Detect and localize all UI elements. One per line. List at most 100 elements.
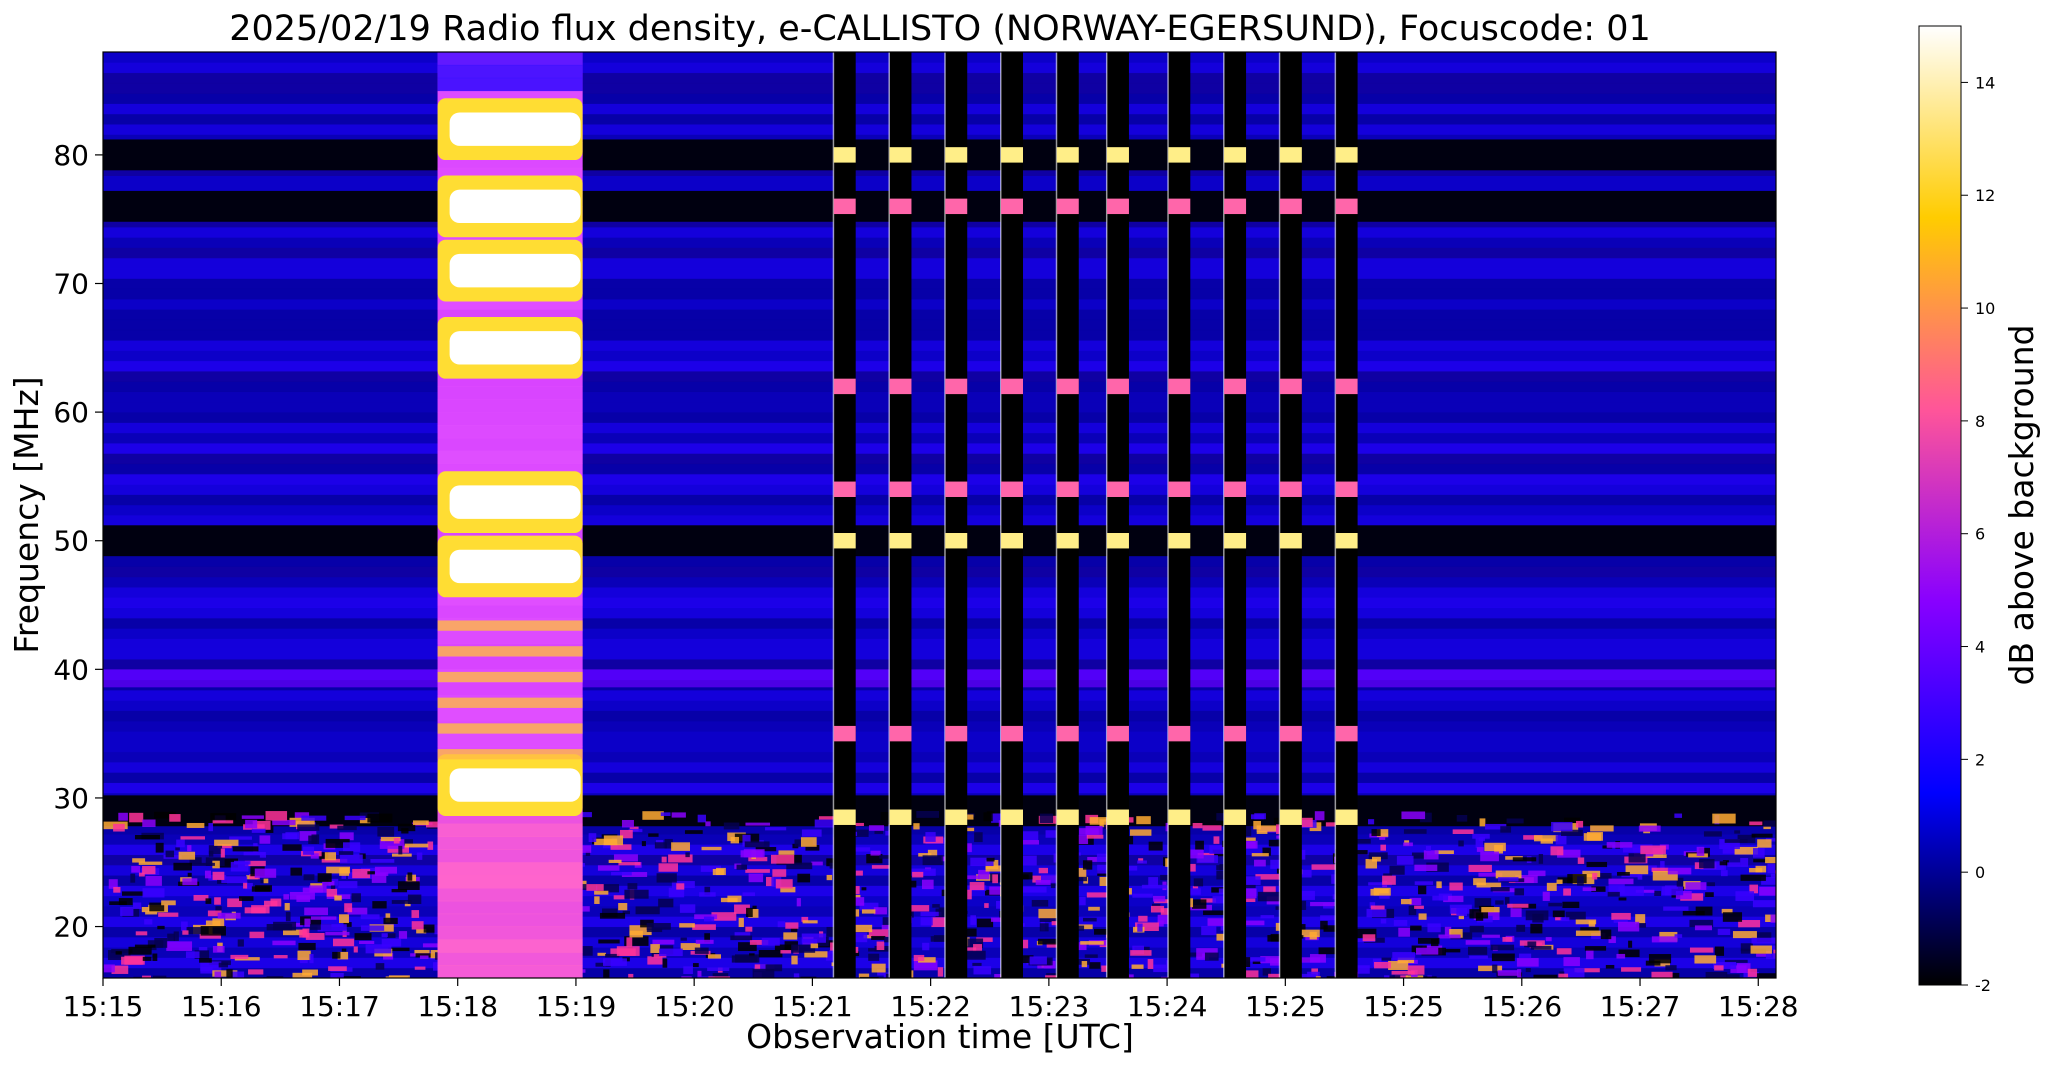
interference-column	[1279, 52, 1302, 978]
interference-band-mark	[1224, 198, 1247, 215]
noise-speckle	[742, 834, 751, 845]
noise-speckle	[1478, 872, 1503, 877]
noise-speckle	[1485, 823, 1507, 830]
noise-speckle	[621, 819, 634, 828]
noise-speckle	[871, 865, 895, 869]
frequency-band-strip	[103, 442, 1776, 454]
noise-speckle	[1414, 905, 1424, 909]
noise-speckle	[387, 845, 409, 853]
noise-speckle	[1137, 860, 1147, 864]
noise-speckle	[1740, 874, 1766, 881]
noise-speckle	[1740, 858, 1749, 867]
noise-speckle	[259, 835, 271, 844]
frequency-band-strip	[103, 864, 1776, 876]
frequency-band-strip	[103, 453, 1776, 465]
noise-speckle	[858, 973, 870, 978]
noise-speckle	[298, 942, 316, 950]
noise-speckle	[401, 828, 409, 834]
interference-band-mark	[1224, 481, 1247, 497]
noise-speckle	[594, 838, 618, 846]
interference-column	[945, 52, 968, 978]
noise-speckle	[1427, 923, 1441, 933]
x-tick-label: 15:17	[299, 990, 380, 1023]
noise-speckle	[873, 907, 887, 915]
noise-speckle	[749, 953, 755, 958]
noise-speckle	[907, 880, 917, 888]
noise-speckle	[1080, 941, 1104, 945]
frequency-band-strip	[103, 278, 1776, 290]
noise-speckle	[922, 855, 943, 866]
noise-speckle	[1381, 957, 1392, 961]
noise-speckle	[1565, 911, 1586, 920]
noise-speckle	[912, 871, 924, 878]
frequency-band-strip	[103, 844, 1776, 856]
noise-speckle	[241, 815, 264, 819]
noise-speckle	[800, 837, 817, 847]
noise-speckle	[1391, 970, 1415, 975]
noise-speckle	[1476, 882, 1502, 888]
noise-speckle	[613, 854, 638, 862]
noise-speckle	[1082, 917, 1097, 922]
noise-speckle	[770, 854, 795, 864]
noise-speckle	[918, 957, 936, 963]
noise-speckle	[695, 939, 714, 944]
noise-speckle	[868, 929, 889, 937]
noise-speckle	[863, 934, 872, 939]
noise-speckle	[121, 891, 144, 896]
noise-speckle	[974, 832, 983, 843]
noise-speckle	[1732, 931, 1757, 939]
noise-speckle	[1131, 964, 1144, 969]
noise-speckle	[310, 853, 319, 859]
noise-speckle	[325, 931, 350, 936]
frequency-band-strip	[103, 741, 1776, 753]
frequency-band-strip	[103, 103, 1776, 115]
noise-speckle	[1724, 959, 1748, 963]
noise-speckle	[1368, 852, 1388, 860]
noise-speckle	[1020, 872, 1033, 880]
noise-speckle	[152, 953, 158, 961]
noise-speckle	[339, 867, 350, 876]
noise-speckle	[1379, 835, 1386, 840]
noise-speckle	[1468, 864, 1492, 873]
noise-speckle	[1037, 938, 1061, 945]
noise-speckle	[391, 853, 412, 857]
burst-core-band	[449, 331, 581, 365]
noise-speckle	[602, 958, 627, 966]
noise-speckle	[627, 883, 638, 890]
noise-speckle	[1311, 864, 1336, 870]
noise-speckle	[401, 839, 414, 846]
noise-speckle	[1651, 971, 1673, 978]
noise-speckle	[411, 910, 420, 918]
noise-speckle	[937, 967, 944, 977]
dark-frequency-band	[103, 525, 1776, 557]
noise-speckle	[1735, 891, 1755, 901]
noise-speckle	[825, 951, 837, 961]
noise-speckle	[701, 846, 722, 851]
noise-speckle	[1353, 965, 1370, 974]
noise-speckle	[629, 925, 652, 936]
noise-speckle	[1592, 873, 1598, 880]
noise-speckle	[319, 852, 329, 860]
noise-speckle	[338, 881, 358, 889]
noise-speckle	[1384, 975, 1393, 978]
noise-speckle	[1502, 936, 1513, 942]
burst-yellow-band	[437, 646, 583, 657]
noise-speckle	[134, 834, 160, 840]
interference-column	[1000, 52, 1023, 978]
noise-speckle	[343, 842, 361, 852]
noise-speckle	[697, 976, 715, 978]
noise-speckle	[130, 873, 136, 883]
noise-speckle	[774, 944, 793, 951]
noise-speckle	[797, 873, 811, 883]
interference-column-edge	[1167, 52, 1169, 978]
noise-speckle	[1401, 811, 1426, 820]
noise-speckle	[1039, 923, 1049, 932]
noise-speckle	[1295, 817, 1313, 828]
frequency-band-strip	[103, 113, 1776, 125]
noise-speckle	[730, 935, 753, 941]
noise-speckle	[173, 862, 192, 871]
noise-speckle	[199, 958, 212, 963]
noise-speckle	[1582, 870, 1601, 878]
x-tick-label: 15:19	[536, 990, 617, 1023]
noise-speckle	[850, 829, 869, 837]
